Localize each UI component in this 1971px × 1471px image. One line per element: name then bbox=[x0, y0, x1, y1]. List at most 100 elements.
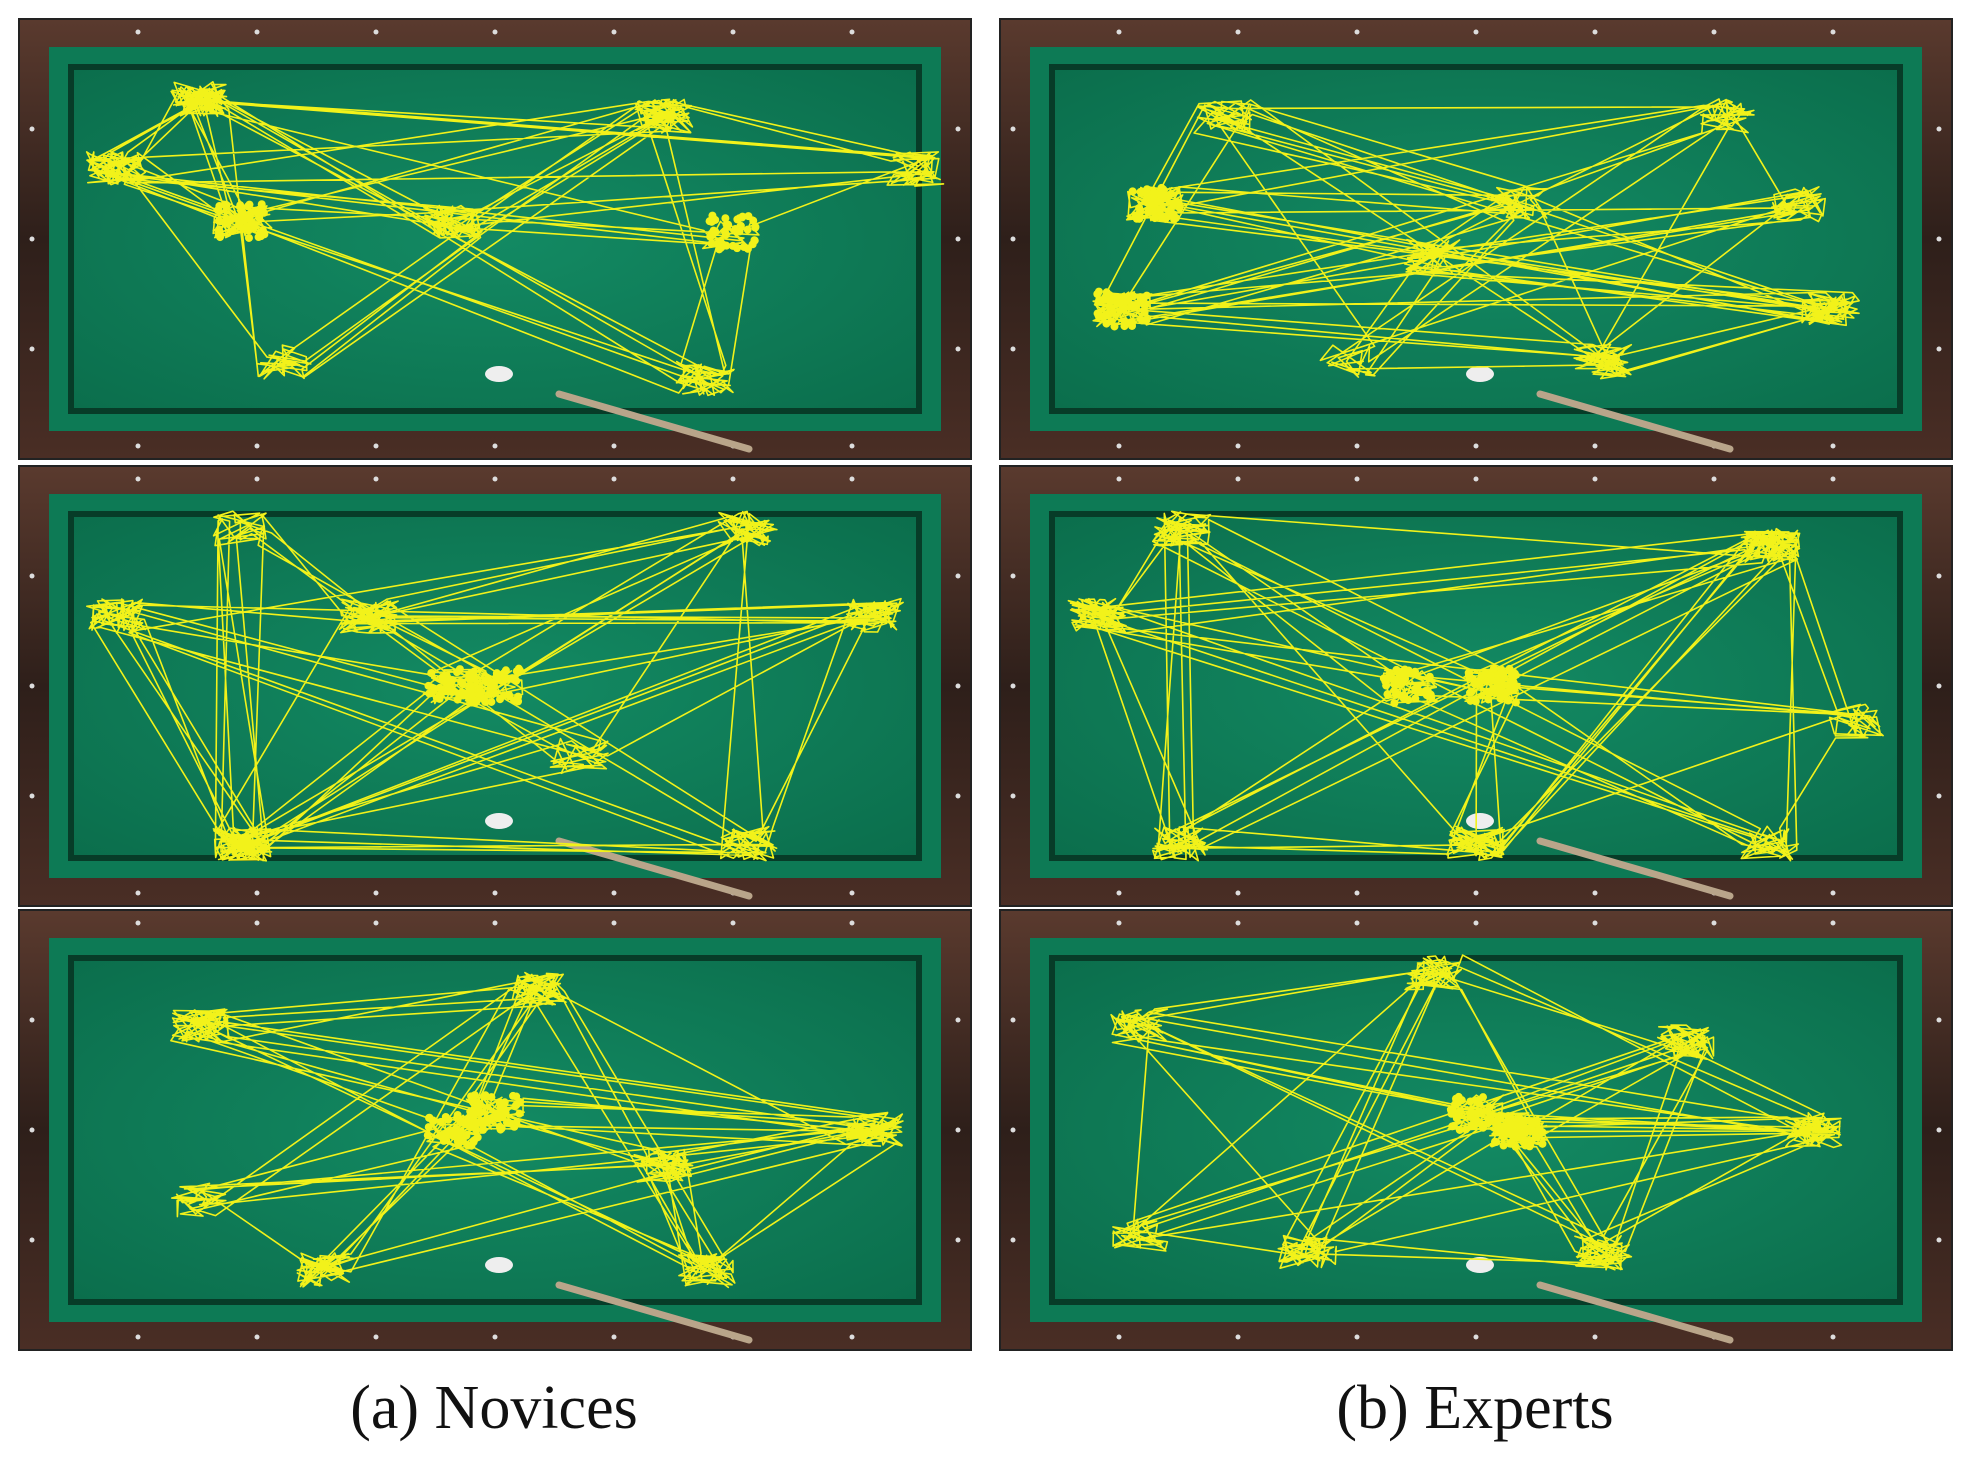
gaze-fixation bbox=[750, 236, 759, 245]
gaze-fixation bbox=[453, 695, 462, 704]
gaze-fixation bbox=[722, 220, 731, 229]
gaze-fixation bbox=[1142, 315, 1151, 324]
diamond bbox=[373, 1334, 379, 1340]
gaze-fixation bbox=[467, 686, 476, 695]
diamond bbox=[1235, 1334, 1241, 1340]
gaze-fixation bbox=[1506, 1120, 1515, 1129]
gaze-fixation bbox=[1095, 296, 1104, 305]
diamond bbox=[1830, 890, 1836, 896]
cue-stick bbox=[1536, 837, 1734, 900]
diamond bbox=[1936, 236, 1942, 242]
gaze-fixation bbox=[452, 1127, 461, 1136]
gaze-fixation bbox=[1108, 308, 1117, 317]
gaze-fixation bbox=[1514, 1114, 1523, 1123]
gaze-fixation bbox=[487, 1093, 496, 1102]
gaze-fixation bbox=[738, 212, 747, 221]
gaze-fixation bbox=[1484, 695, 1493, 704]
diamond bbox=[492, 476, 498, 482]
diamond bbox=[1235, 476, 1241, 482]
diamond bbox=[955, 126, 961, 132]
gaze-fixation bbox=[213, 206, 222, 215]
diamond bbox=[1010, 346, 1016, 352]
gaze-fixation bbox=[471, 696, 480, 705]
gaze-fixation bbox=[470, 1110, 479, 1119]
diamond bbox=[955, 346, 961, 352]
diamond bbox=[492, 443, 498, 449]
diamond bbox=[1473, 476, 1479, 482]
gaze-fixation bbox=[496, 1103, 505, 1112]
gaze-fixation bbox=[1505, 664, 1514, 673]
gaze-fixation bbox=[496, 695, 505, 704]
gaze-fixation bbox=[479, 1125, 488, 1134]
diamond bbox=[1235, 29, 1241, 35]
gaze-fixation bbox=[1464, 668, 1473, 677]
billiard-panel bbox=[999, 909, 1953, 1351]
gaze-fixation bbox=[1143, 185, 1152, 194]
gaze-fixation bbox=[481, 1091, 490, 1100]
gaze-fixation bbox=[1472, 1110, 1481, 1119]
gaze-fixation bbox=[1525, 1142, 1534, 1151]
diamond bbox=[1936, 1017, 1942, 1023]
gaze-fixation bbox=[446, 681, 455, 690]
gaze-fixation bbox=[1471, 697, 1480, 706]
gaze-fixation bbox=[1147, 194, 1156, 203]
gaze-fixation bbox=[497, 1124, 506, 1133]
diamond bbox=[1473, 920, 1479, 926]
diamond bbox=[1830, 443, 1836, 449]
gaze-fixation bbox=[1128, 187, 1137, 196]
diamond bbox=[955, 683, 961, 689]
diamond bbox=[955, 1017, 961, 1023]
gaze-fixation bbox=[244, 233, 253, 242]
diamond bbox=[730, 476, 736, 482]
diamond bbox=[254, 890, 260, 896]
gaze-trajectory bbox=[170, 971, 904, 1289]
gaze-fixation bbox=[1493, 1120, 1502, 1129]
gaze-fixation bbox=[1538, 1139, 1547, 1148]
gaze-fixation bbox=[1400, 670, 1409, 679]
gaze-fixation bbox=[1504, 1111, 1513, 1120]
gaze-fixation bbox=[244, 226, 253, 235]
gaze-fixation bbox=[722, 241, 731, 250]
cue-ball bbox=[485, 1257, 513, 1273]
gaze-fixation bbox=[487, 697, 496, 706]
diamond bbox=[611, 29, 617, 35]
gaze-fixation bbox=[1492, 1137, 1501, 1146]
gaze-fixation bbox=[445, 1126, 454, 1135]
diamond bbox=[849, 890, 855, 896]
gaze-fixation bbox=[1105, 292, 1114, 301]
gaze-fixation bbox=[743, 225, 752, 234]
gaze-fixation bbox=[489, 689, 498, 698]
gaze-fixation bbox=[1135, 203, 1144, 212]
diamond bbox=[1116, 476, 1122, 482]
gaze-fixation bbox=[454, 1140, 463, 1149]
gaze-fixation bbox=[1487, 671, 1496, 680]
gaze-fixation bbox=[1496, 694, 1505, 703]
cue-stick bbox=[555, 390, 753, 453]
diamond bbox=[1116, 920, 1122, 926]
diamond bbox=[849, 443, 855, 449]
gaze-fixation bbox=[492, 669, 501, 678]
gaze-fixation bbox=[1136, 187, 1145, 196]
diamond bbox=[29, 1127, 35, 1133]
gaze-fixation bbox=[721, 230, 730, 239]
gaze-fixation bbox=[1504, 696, 1513, 705]
diamond bbox=[1235, 443, 1241, 449]
gaze-fixation bbox=[247, 218, 256, 227]
gaze-fixation bbox=[1527, 1125, 1536, 1134]
gaze-fixation bbox=[735, 227, 744, 236]
gaze-fixation bbox=[1511, 1142, 1520, 1151]
diamond bbox=[29, 1237, 35, 1243]
billiard-panel bbox=[18, 909, 972, 1351]
gaze-fixation bbox=[1466, 1097, 1475, 1106]
gaze-fixation bbox=[1410, 667, 1419, 676]
cue-ball bbox=[485, 813, 513, 829]
diamond bbox=[611, 890, 617, 896]
gaze-fixation bbox=[1455, 1125, 1464, 1134]
gaze-fixation bbox=[709, 226, 718, 235]
diamond bbox=[849, 29, 855, 35]
gaze-fixation bbox=[733, 244, 742, 253]
cue-ball bbox=[1466, 366, 1494, 382]
gaze-fixation bbox=[214, 216, 223, 225]
diamond bbox=[1830, 476, 1836, 482]
